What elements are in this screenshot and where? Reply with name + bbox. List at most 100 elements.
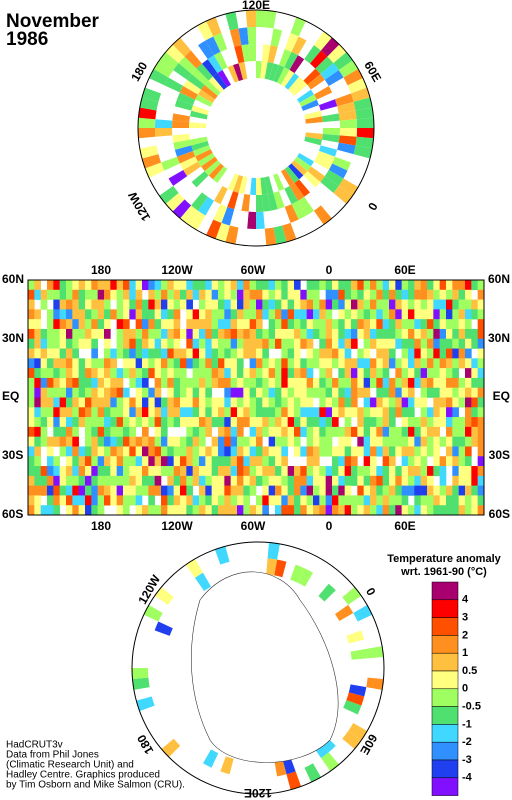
- grid-cell: [116, 338, 124, 349]
- grid-cell: [85, 309, 92, 320]
- grid-cell: [110, 456, 117, 467]
- grid-cell: [268, 328, 276, 340]
- grid-cell: [344, 280, 352, 291]
- axis-label: 120E: [244, 786, 272, 800]
- grid-cell: [338, 328, 345, 340]
- grid-cell: [275, 426, 282, 437]
- grid-cell: [300, 505, 307, 516]
- grid-cell: [28, 280, 35, 291]
- grid-cell: [237, 289, 244, 300]
- grid-cell: [414, 319, 421, 330]
- grid-cell: [275, 377, 282, 389]
- grid-cell: [186, 319, 193, 330]
- grid-cell: [116, 280, 124, 291]
- grid-cell: [135, 485, 143, 496]
- grid-cell: [66, 377, 73, 389]
- grid-cell: [230, 456, 238, 467]
- grid-cell: [192, 280, 200, 291]
- grid-cell: [97, 309, 105, 320]
- grid-cell: [123, 407, 130, 418]
- grid-cell: [97, 495, 105, 506]
- grid-cell: [304, 136, 322, 146]
- grid-cell: [477, 485, 485, 496]
- grid-cell: [97, 358, 105, 369]
- grid-cell: [173, 377, 181, 389]
- grid-cell: [273, 65, 285, 83]
- grid-cell: [281, 505, 288, 516]
- grid-cell: [300, 387, 307, 398]
- grid-cell: [167, 377, 174, 389]
- grid-cell: [78, 495, 86, 506]
- grid-cell: [370, 299, 377, 310]
- grid-cell: [243, 436, 250, 447]
- grid-cell: [66, 338, 73, 349]
- grid-cell: [357, 299, 364, 310]
- grid-cell: [34, 280, 41, 291]
- grid-cell: [237, 407, 244, 418]
- grid-cell: [414, 299, 421, 310]
- grid-cell: [249, 426, 257, 437]
- grid-cell: [192, 377, 200, 389]
- grid-cell: [382, 407, 390, 418]
- grid-cell: [224, 407, 231, 418]
- grid-cell: [306, 505, 314, 516]
- grid-cell: [243, 377, 250, 389]
- grid-cell: [243, 299, 250, 310]
- grid-cell: [53, 368, 60, 379]
- grid-cell: [389, 426, 396, 437]
- grid-cell: [53, 387, 60, 398]
- grid-cell: [104, 387, 111, 398]
- credit-line: HadCRUT3v: [6, 740, 63, 751]
- grid-cell: [420, 319, 428, 330]
- grid-cell: [72, 299, 79, 310]
- grid-cell: [268, 368, 276, 379]
- grid-cell: [129, 348, 136, 359]
- grid-cell: [376, 309, 383, 320]
- grid-cell: [389, 495, 396, 506]
- grid-cell: [104, 280, 111, 291]
- grid-cell: [218, 397, 225, 408]
- grid-cell: [288, 76, 304, 93]
- grid-cell: [28, 338, 35, 349]
- grid-cell: [110, 280, 117, 291]
- grid-cell: [363, 358, 371, 369]
- grid-cell: [346, 692, 365, 706]
- title: 1986: [6, 29, 48, 50]
- grid-cell: [192, 358, 200, 369]
- grid-cell: [53, 358, 60, 369]
- grid-cell: [110, 387, 117, 398]
- grid-cell: [262, 426, 269, 437]
- grid-cell: [357, 475, 364, 486]
- grid-cell: [351, 456, 358, 467]
- grid-cell: [446, 436, 453, 447]
- grid-cell: [433, 377, 440, 389]
- grid-cell: [294, 156, 311, 172]
- grid-cell: [268, 289, 276, 300]
- grid-cell: [433, 466, 440, 477]
- grid-cell: [199, 319, 206, 330]
- grid-cell: [287, 328, 295, 340]
- grid-cell: [154, 407, 162, 418]
- grid-cell: [465, 436, 472, 447]
- grid-cell: [382, 505, 390, 516]
- grid-cell: [59, 309, 67, 320]
- grid-cell: [300, 289, 307, 300]
- grid-cell: [313, 446, 320, 457]
- grid-cell: [313, 280, 320, 291]
- grid-cell: [351, 446, 358, 457]
- grid-cell: [230, 446, 238, 457]
- grid-cell: [300, 397, 307, 408]
- grid-cell: [401, 456, 409, 467]
- grid-cell: [342, 587, 362, 605]
- grid-cell: [420, 299, 428, 310]
- grid-cell: [477, 309, 485, 320]
- grid-cell: [199, 446, 206, 457]
- grid-cell: [370, 446, 377, 457]
- grid-cell: [465, 495, 472, 506]
- grid-cell: [249, 299, 257, 310]
- legend-label: 1: [462, 647, 468, 659]
- grid-cell: [148, 280, 155, 291]
- grid-cell: [261, 44, 271, 63]
- grid-cell: [382, 309, 390, 320]
- grid-cell: [199, 328, 206, 340]
